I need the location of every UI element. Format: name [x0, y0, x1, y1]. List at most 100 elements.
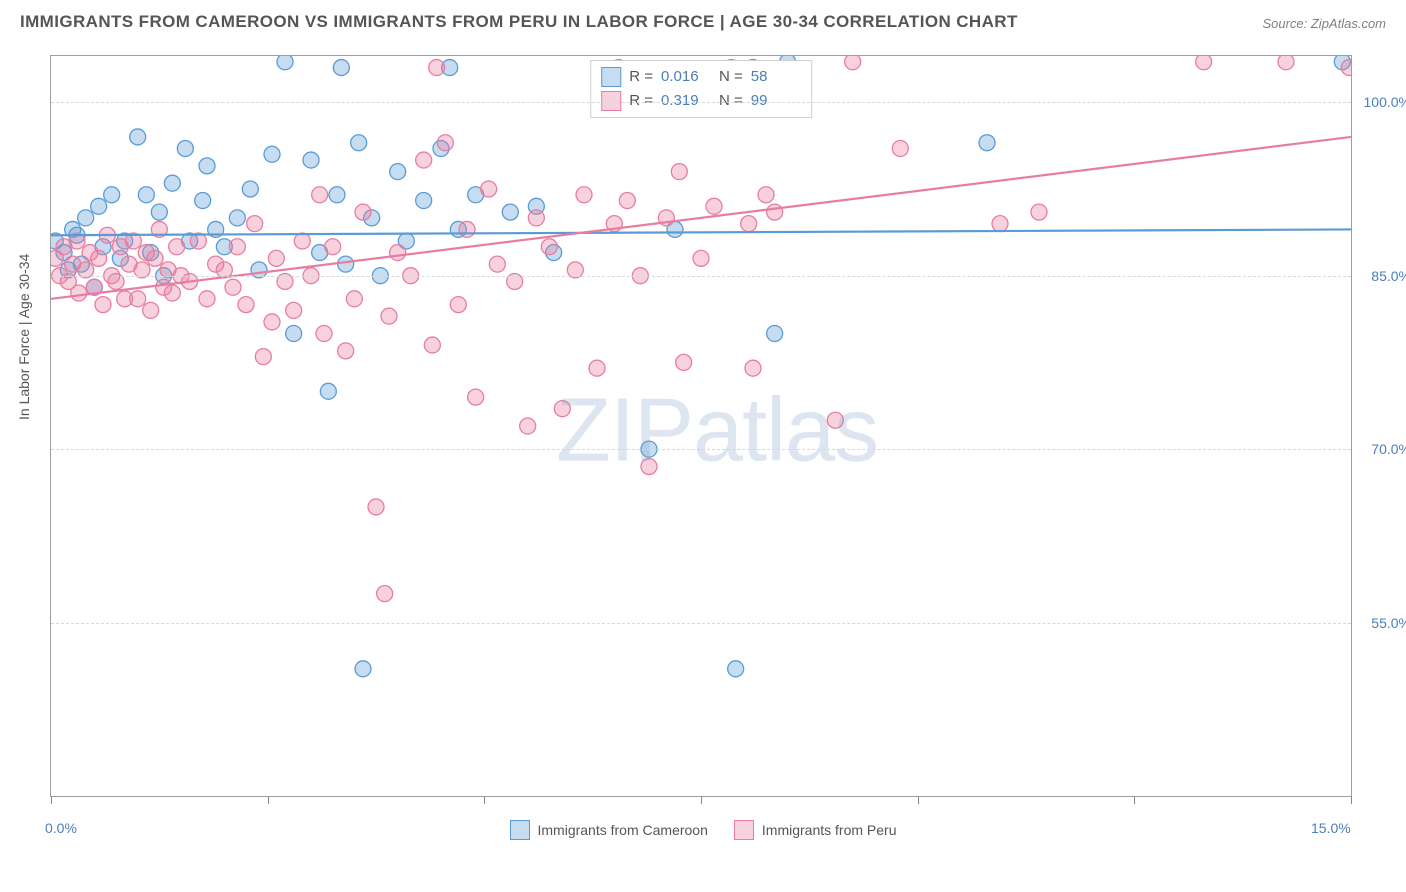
data-point [468, 389, 484, 405]
data-point [554, 401, 570, 417]
r-value: 0.016 [661, 65, 711, 89]
stats-row: R = 0.319 N = 99 [601, 89, 801, 113]
data-point [320, 383, 336, 399]
gridline [51, 449, 1351, 450]
n-label: N = [719, 65, 743, 89]
data-point [429, 60, 445, 76]
gridline [51, 623, 1351, 624]
series-swatch [601, 91, 621, 111]
data-point [147, 250, 163, 266]
n-value: 58 [751, 65, 801, 89]
data-point [71, 285, 87, 301]
data-point [229, 239, 245, 255]
data-point [151, 204, 167, 220]
stats-legend-box: R = 0.016 N = 58R = 0.319 N = 99 [590, 60, 812, 118]
data-point [91, 198, 107, 214]
x-tick [701, 796, 702, 804]
source-attribution: Source: ZipAtlas.com [1262, 16, 1386, 31]
y-tick-label: 85.0% [1371, 268, 1406, 284]
data-point [247, 216, 263, 232]
data-point [450, 297, 466, 313]
data-point [502, 204, 518, 220]
stats-row: R =0.016N =58 [601, 65, 801, 89]
x-tick [484, 796, 485, 804]
data-point [346, 291, 362, 307]
data-point [169, 239, 185, 255]
r-label: R = [629, 89, 653, 113]
gridline [51, 102, 1351, 103]
data-point [728, 661, 744, 677]
data-point [1278, 56, 1294, 70]
data-point [377, 586, 393, 602]
x-tick [1351, 796, 1352, 804]
data-point [351, 135, 367, 151]
r-value: 0.319 [661, 89, 711, 113]
n-label: N = [719, 89, 743, 113]
data-point [78, 210, 94, 226]
data-point [992, 216, 1008, 232]
x-tick [268, 796, 269, 804]
data-point [104, 187, 120, 203]
data-point [164, 285, 180, 301]
data-point [381, 308, 397, 324]
chart-title: IMMIGRANTS FROM CAMEROON VS IMMIGRANTS F… [20, 12, 1018, 32]
gridline [51, 276, 1351, 277]
data-point [416, 152, 432, 168]
data-point [745, 360, 761, 376]
data-point [95, 297, 111, 313]
data-point [437, 135, 453, 151]
data-point [130, 291, 146, 307]
data-point [741, 216, 757, 232]
data-point [277, 56, 293, 70]
data-point [255, 349, 271, 365]
data-point [576, 187, 592, 203]
scatter-svg [51, 56, 1351, 796]
n-value: 99 [751, 89, 801, 113]
bottom-legend: Immigrants from Cameroon Immigrants from … [0, 820, 1406, 840]
data-point [979, 135, 995, 151]
series-swatch [601, 67, 621, 87]
data-point [195, 193, 211, 209]
x-tick [918, 796, 919, 804]
y-tick-label: 55.0% [1371, 615, 1406, 631]
x-tick [51, 796, 52, 804]
y-tick-label: 100.0% [1364, 94, 1406, 110]
data-point [312, 187, 328, 203]
legend-swatch [510, 820, 530, 840]
data-point [619, 193, 635, 209]
data-point [229, 210, 245, 226]
data-point [91, 250, 107, 266]
data-point [325, 239, 341, 255]
data-point [264, 314, 280, 330]
legend-swatch [734, 820, 754, 840]
data-point [286, 326, 302, 342]
data-point [1196, 56, 1212, 70]
legend-label: Immigrants from Peru [762, 822, 897, 838]
data-point [520, 418, 536, 434]
data-point [333, 60, 349, 76]
data-point [767, 326, 783, 342]
data-point [1341, 60, 1351, 76]
data-point [199, 291, 215, 307]
legend-label: Immigrants from Cameroon [538, 822, 708, 838]
data-point [164, 175, 180, 191]
data-point [225, 279, 241, 295]
data-point [892, 141, 908, 157]
data-point [238, 297, 254, 313]
data-point [1031, 204, 1047, 220]
data-point [693, 250, 709, 266]
data-point [767, 204, 783, 220]
data-point [424, 337, 440, 353]
data-point [368, 499, 384, 515]
legend-item: Immigrants from Cameroon [510, 820, 708, 840]
data-point [355, 661, 371, 677]
data-point [138, 187, 154, 203]
data-point [416, 193, 432, 209]
data-point [758, 187, 774, 203]
data-point [706, 198, 722, 214]
x-tick [1134, 796, 1135, 804]
data-point [329, 187, 345, 203]
data-point [294, 233, 310, 249]
data-point [489, 256, 505, 272]
data-point [268, 250, 284, 266]
